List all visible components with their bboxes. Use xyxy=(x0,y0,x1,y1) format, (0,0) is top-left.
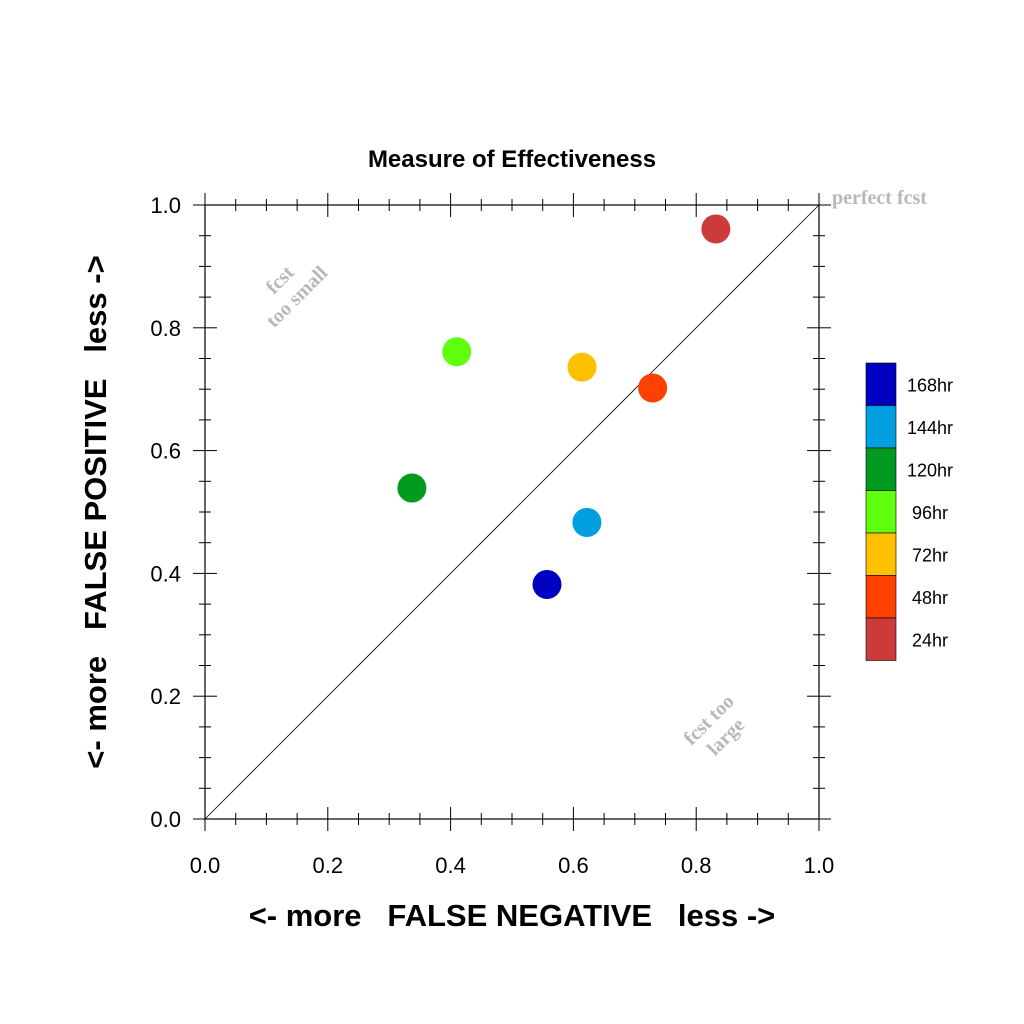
x-tick-label: 0.2 xyxy=(313,853,344,878)
legend-label-144hr: 144hr xyxy=(907,418,953,438)
data-point-168hr xyxy=(532,569,562,599)
x-tick-label: 1.0 xyxy=(804,853,835,878)
legend-swatch-120hr xyxy=(865,447,897,491)
y-tick-label: 0.6 xyxy=(150,439,181,464)
legend-swatch-168hr xyxy=(865,362,897,406)
y-tick-label: 0.0 xyxy=(150,807,181,832)
annotation-too-small: fcst too small xyxy=(262,261,333,332)
x-tick-label: 0.8 xyxy=(681,853,712,878)
data-point-120hr xyxy=(397,473,427,503)
chart-title: Measure of Effectiveness xyxy=(368,146,656,173)
x-axis-label: <- more FALSE NEGATIVE less -> xyxy=(249,898,776,933)
legend: 168hr 144hr 120hr 96hr 72hr 48hr 24hr xyxy=(865,362,953,661)
data-point-72hr xyxy=(567,352,597,382)
legend-swatch-24hr xyxy=(865,617,897,661)
data-point-24hr xyxy=(701,214,731,244)
plot-area: 0.0 0.2 0.4 0.6 0.8 1.0 0.0 0.2 0.4 0.6 0.8 1.0 xyxy=(150,193,834,878)
legend-swatch-48hr xyxy=(865,575,897,619)
legend-label-96hr: 96hr xyxy=(912,503,948,523)
y-tick-label: 1.0 xyxy=(150,193,181,218)
y-tick-label: 0.2 xyxy=(150,684,181,709)
data-point-144hr xyxy=(572,507,602,537)
legend-swatch-72hr xyxy=(865,532,897,576)
annotation-perfect-forecast: perfect fcst xyxy=(832,187,927,209)
diagonal-line xyxy=(204,204,820,820)
x-tick-label: 0.0 xyxy=(190,853,221,878)
legend-label-48hr: 48hr xyxy=(912,588,948,608)
y-tick-label: 0.4 xyxy=(150,561,181,586)
data-point-96hr xyxy=(442,337,472,367)
legend-label-24hr: 24hr xyxy=(912,630,948,650)
legend-label-168hr: 168hr xyxy=(907,375,953,395)
x-tick-label: 0.6 xyxy=(558,853,589,878)
legend-swatch-96hr xyxy=(865,490,897,534)
legend-swatch-144hr xyxy=(865,405,897,449)
y-axis-label: <- more FALSE POSITIVE less -> xyxy=(78,255,113,768)
x-tick-label: 0.4 xyxy=(435,853,466,878)
annotation-too-large: fcst too large xyxy=(680,691,750,761)
data-point-48hr xyxy=(638,373,668,403)
y-tick-label: 0.8 xyxy=(150,316,181,341)
legend-label-72hr: 72hr xyxy=(912,545,948,565)
legend-label-120hr: 120hr xyxy=(907,460,953,480)
